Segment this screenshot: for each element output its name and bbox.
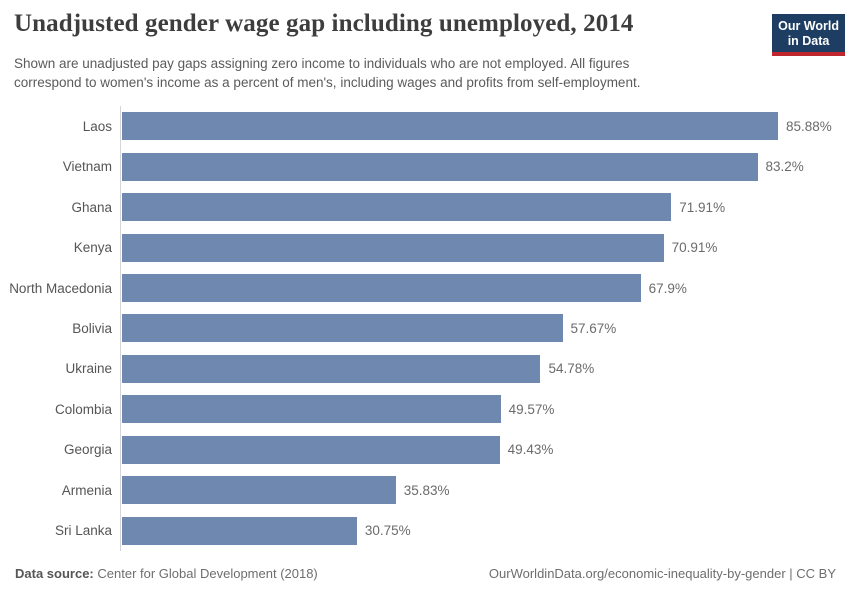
chart-subtitle: Shown are unadjusted pay gaps assigning … xyxy=(14,56,641,90)
value-label: 83.2% xyxy=(765,159,804,175)
category-label: Ghana xyxy=(71,199,112,215)
category-label: Sri Lanka xyxy=(54,523,112,539)
value-label: 49.43% xyxy=(507,442,554,458)
bar-row: Sri Lanka 30.75% xyxy=(0,511,850,551)
bar[interactable] xyxy=(122,274,641,303)
value-label: 49.57% xyxy=(508,401,555,417)
value-label: 70.91% xyxy=(671,240,718,256)
owid-logo-line1: Our World xyxy=(778,19,839,33)
owid-logo-line2: in Data xyxy=(787,33,830,48)
category-label: Bolivia xyxy=(72,320,112,336)
bar-row: Bolivia 57.67% xyxy=(0,308,850,348)
page-title: Unadjusted gender wage gap including une… xyxy=(14,10,634,37)
bar-chart: Laos 85.88% Vietnam 83.2% Ghana 71.91% Kenya 70… xyxy=(0,106,850,551)
bar[interactable] xyxy=(122,476,396,505)
owid-logo[interactable]: Our World in Data xyxy=(772,14,845,56)
bar[interactable] xyxy=(122,354,541,383)
value-label: 54.78% xyxy=(548,361,595,377)
y-axis-line xyxy=(120,106,121,551)
bar-row: Georgia 49.43% xyxy=(0,430,850,470)
bar[interactable] xyxy=(122,152,758,181)
bar[interactable] xyxy=(122,233,664,262)
bar[interactable] xyxy=(122,193,672,222)
bar-row: Kenya 70.91% xyxy=(0,227,850,267)
category-label: North Macedonia xyxy=(9,280,112,296)
bar[interactable] xyxy=(122,516,357,545)
data-source-label: Data source: xyxy=(15,566,94,581)
bar-row: Armenia 35.83% xyxy=(0,470,850,510)
category-label: Ukraine xyxy=(65,361,112,377)
value-label: 57.67% xyxy=(570,320,617,336)
attribution-link[interactable]: OurWorldinData.org/economic-inequality-b… xyxy=(488,566,836,581)
bar-row: Colombia 49.57% xyxy=(0,389,850,429)
bar[interactable] xyxy=(122,395,501,424)
bar-row: Vietnam 83.2% xyxy=(0,146,850,186)
data-source-value: Center for Global Development (2018) xyxy=(97,566,318,581)
category-label: Georgia xyxy=(63,442,112,458)
value-label: 30.75% xyxy=(364,523,411,539)
category-label: Kenya xyxy=(73,240,112,256)
category-label: Colombia xyxy=(54,401,112,417)
category-label: Armenia xyxy=(61,482,112,498)
category-label: Vietnam xyxy=(62,159,112,175)
bar-row: North Macedonia 67.9% xyxy=(0,268,850,308)
category-label: Laos xyxy=(82,118,112,134)
bar[interactable] xyxy=(122,112,778,141)
value-label: 35.83% xyxy=(403,482,450,498)
bar[interactable] xyxy=(122,435,500,464)
bar-rows: Laos 85.88% Vietnam 83.2% Ghana 71.91% Kenya 70… xyxy=(0,106,850,551)
value-label: 71.91% xyxy=(679,199,726,215)
bar-row: Ukraine 54.78% xyxy=(0,349,850,389)
bar-row: Laos 85.88% xyxy=(0,106,850,146)
bar-row: Ghana 71.91% xyxy=(0,187,850,227)
value-label: 67.9% xyxy=(648,280,687,296)
value-label: 85.88% xyxy=(786,118,832,134)
bar[interactable] xyxy=(122,314,563,343)
chart-footer: Data source: Center for Global Developme… xyxy=(15,566,836,581)
data-source: Data source: Center for Global Developme… xyxy=(15,566,318,581)
